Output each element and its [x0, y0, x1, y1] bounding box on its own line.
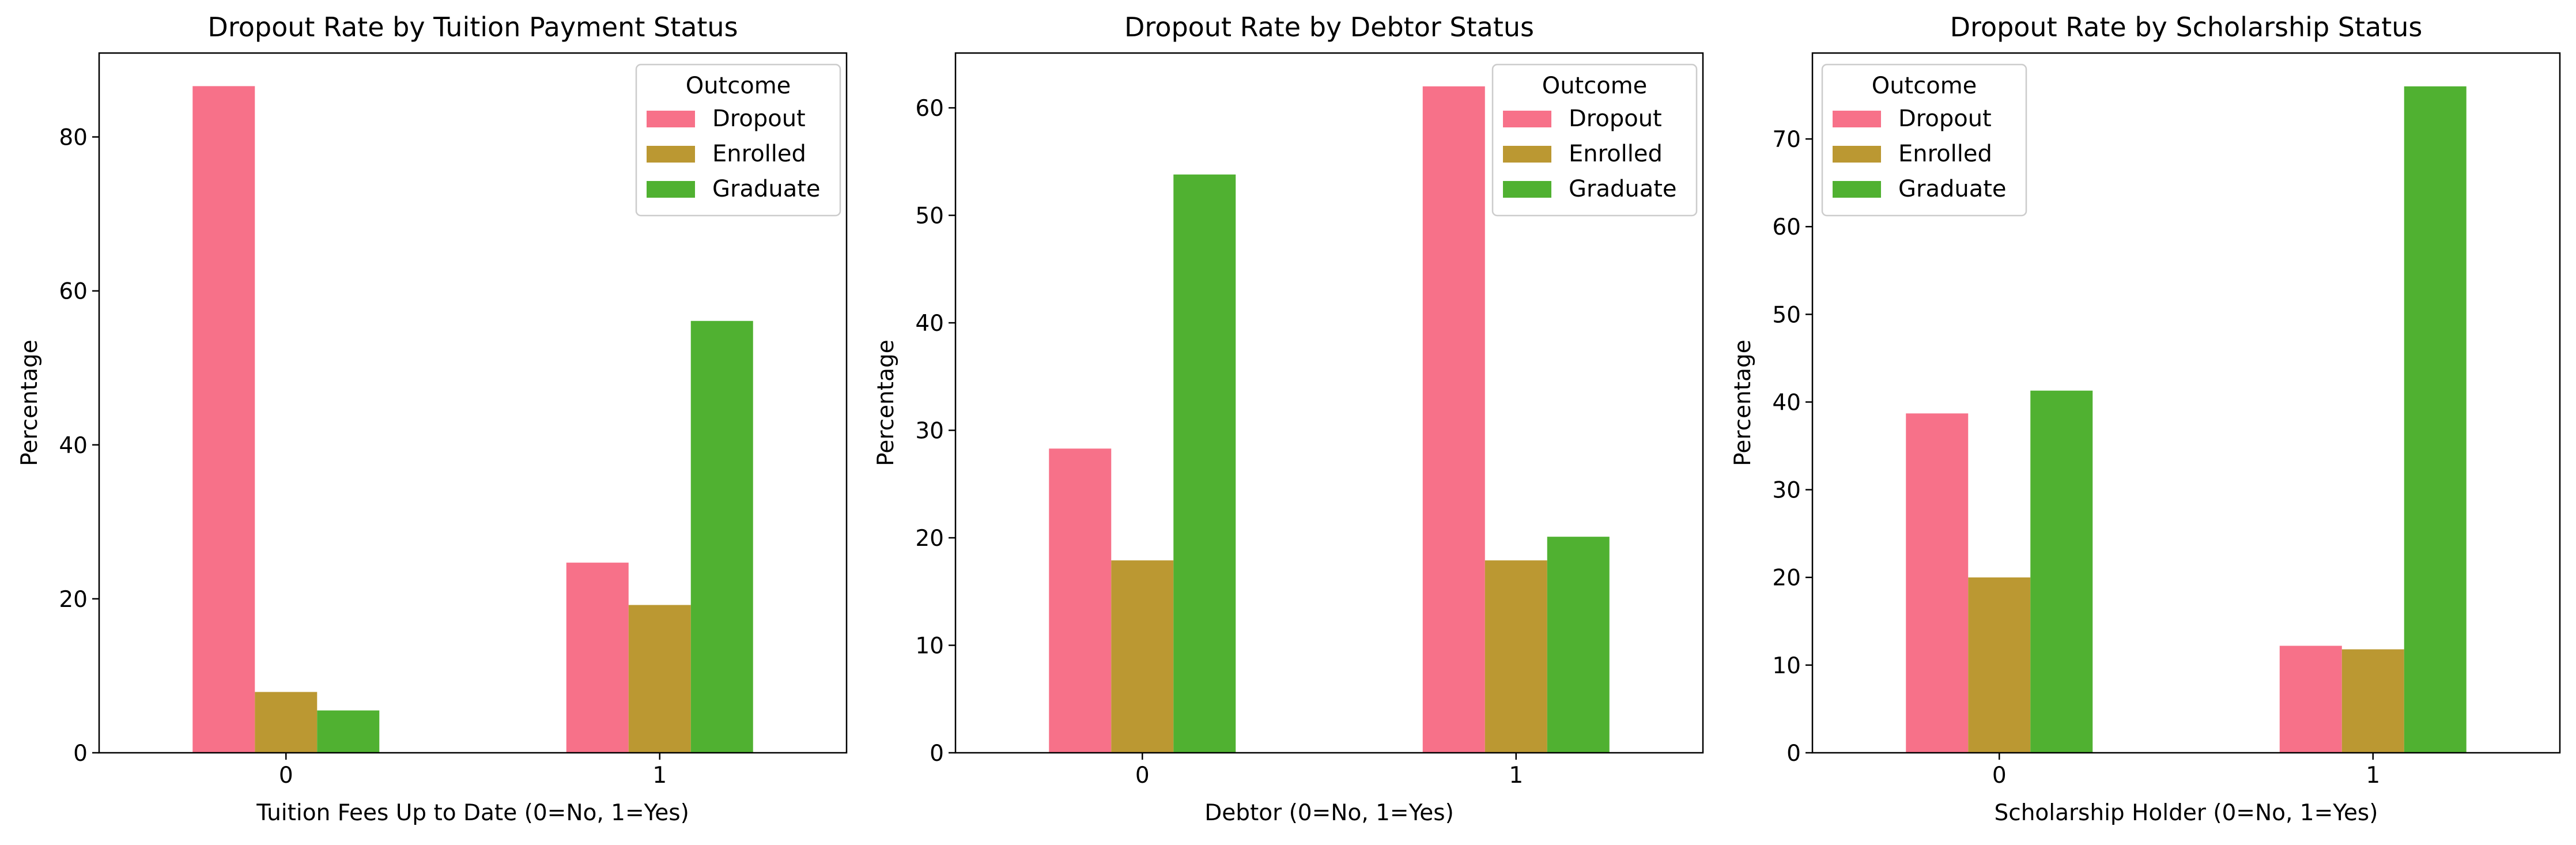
bar-graduate [2404, 86, 2467, 753]
x-tick-label: 1 [652, 763, 667, 789]
y-tick-label: 60 [1772, 214, 1801, 240]
legend-swatch-dropout [1833, 111, 1881, 127]
chart-panel: Dropout Rate by Tuition Payment Status 0 1… [17, 12, 848, 826]
y-tick-label: 50 [915, 203, 944, 229]
legend-swatch-graduate [1833, 181, 1881, 198]
y-tick-label: 40 [915, 311, 944, 337]
y-axis-label: Percentage [17, 339, 43, 466]
y-tick-label: 40 [59, 433, 88, 459]
legend-swatch-enrolled [1503, 146, 1551, 163]
chart-title: Dropout Rate by Debtor Status [1124, 12, 1534, 43]
chart-title: Dropout Rate by Scholarship Status [1950, 12, 2423, 43]
y-tick-label: 60 [59, 279, 88, 305]
y-tick-label: 20 [1772, 565, 1801, 591]
bar-graduate [2030, 390, 2093, 753]
legend-swatch-dropout [1503, 111, 1551, 127]
bar-enrolled [1968, 577, 2031, 753]
bar-enrolled [1485, 560, 1547, 753]
y-tick-label: 20 [59, 587, 88, 613]
y-tick-label: 20 [915, 526, 944, 552]
bar-enrolled [255, 692, 318, 753]
legend-swatch-dropout [647, 111, 695, 127]
legend: Outcome Dropout Enrolled Graduate [1821, 63, 2027, 217]
legend-label: Graduate [712, 176, 821, 202]
legend-box [1491, 63, 1698, 217]
bar-dropout [566, 563, 629, 753]
x-tick-label: 0 [1135, 763, 1150, 789]
legend-label: Dropout [1898, 105, 1992, 132]
axes-frame [954, 52, 1704, 754]
bar-enrolled [1111, 560, 1174, 753]
x-axis-label: Debtor (0=No, 1=Yes) [1204, 800, 1454, 826]
legend-label: Dropout [712, 105, 806, 132]
legend: Outcome Dropout Enrolled Graduate [1491, 63, 1698, 217]
bar-dropout [2279, 646, 2342, 753]
legend-label: Enrolled [712, 141, 806, 167]
x-axis-label: Scholarship Holder (0=No, 1=Yes) [1995, 800, 2378, 826]
legend-box [1821, 63, 2027, 217]
x-tick-label: 1 [2366, 763, 2380, 789]
y-tick-label: 40 [1772, 390, 1801, 416]
y-tick-label: 0 [1786, 741, 1801, 767]
y-tick-label: 60 [915, 96, 944, 122]
y-axis-label: Percentage [873, 339, 899, 466]
y-tick-label: 80 [59, 125, 88, 151]
y-axis-label: Percentage [1730, 339, 1756, 466]
legend-title: Outcome [1872, 73, 1977, 99]
legend-box [635, 63, 841, 217]
legend-title: Outcome [1542, 73, 1648, 99]
bar-dropout [192, 86, 255, 753]
legend-label: Graduate [1569, 176, 1677, 202]
bar-dropout [1906, 413, 1969, 753]
bar-enrolled [2341, 649, 2404, 753]
bar-dropout [1049, 448, 1112, 753]
x-tick-label: 0 [1992, 763, 2007, 789]
y-tick-label: 50 [1772, 302, 1801, 328]
y-tick-label: 10 [915, 633, 944, 659]
y-tick-label: 10 [1772, 653, 1801, 679]
axes-frame [1811, 52, 2561, 754]
bar-graduate [1547, 537, 1610, 753]
legend-swatch-enrolled [1833, 146, 1881, 163]
legend-label: Graduate [1898, 176, 2007, 202]
y-tick-label: 0 [930, 741, 944, 767]
y-tick-label: 30 [1772, 478, 1801, 504]
bar-graduate [317, 710, 380, 753]
y-tick-label: 70 [1772, 127, 1801, 153]
y-tick-label: 0 [73, 741, 88, 767]
legend-label: Enrolled [1898, 141, 1992, 167]
axes-frame [98, 52, 848, 754]
legend-swatch-graduate [1503, 181, 1551, 198]
x-tick-label: 0 [279, 763, 293, 789]
legend: Outcome Dropout Enrolled Graduate [635, 63, 841, 217]
legend-label: Dropout [1569, 105, 1662, 132]
legend-title: Outcome [686, 73, 791, 99]
bar-graduate [1173, 174, 1236, 753]
legend-swatch-enrolled [647, 146, 695, 163]
legend-swatch-graduate [647, 181, 695, 198]
bar-enrolled [628, 605, 691, 753]
x-tick-label: 1 [1509, 763, 1523, 789]
legend-label: Enrolled [1569, 141, 1663, 167]
y-tick-label: 30 [915, 418, 944, 444]
bar-dropout [1422, 86, 1485, 753]
x-axis-label: Tuition Fees Up to Date (0=No, 1=Yes) [256, 800, 689, 826]
chart-title: Dropout Rate by Tuition Payment Status [207, 12, 738, 43]
bar-graduate [690, 320, 753, 753]
